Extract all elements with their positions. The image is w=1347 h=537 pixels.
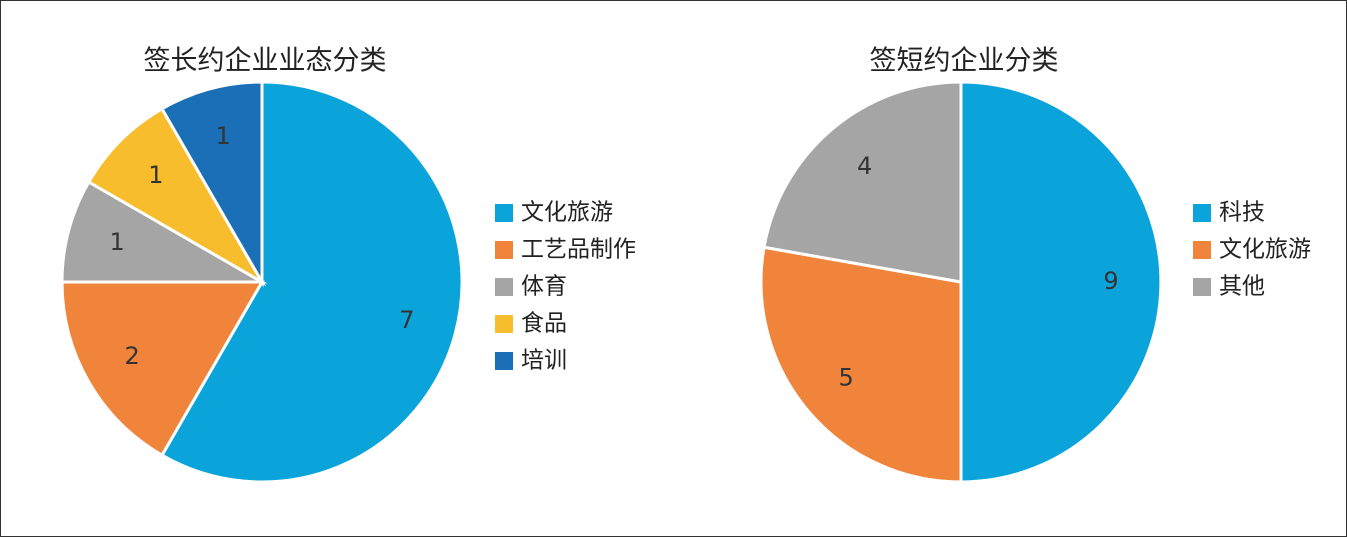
pie-slice [159, 80, 464, 484]
legend-swatch [1193, 278, 1211, 296]
value-label: 5 [838, 363, 853, 391]
value-label: 1 [109, 228, 124, 256]
legend-swatch [495, 241, 513, 259]
value-label: 2 [124, 342, 139, 370]
legend-label: 工艺品制作 [521, 237, 636, 263]
value-label: 1 [148, 161, 163, 189]
legend-swatch [495, 315, 513, 333]
legend-label: 科技 [1219, 200, 1265, 226]
legend-swatch [495, 278, 513, 296]
value-label: 4 [857, 152, 872, 180]
legend-label: 体育 [521, 274, 567, 300]
legend-label: 文化旅游 [1219, 237, 1311, 263]
pie-slice [60, 179, 268, 284]
legend-label: 培训 [521, 348, 567, 374]
pie-slice [159, 80, 264, 288]
chart-title: 签短约企业分类 [870, 46, 1059, 77]
legend-swatch [1193, 204, 1211, 222]
pie-slice [959, 80, 1163, 484]
value-label: 9 [1103, 267, 1118, 295]
legend-swatch [495, 204, 513, 222]
pie-slice [759, 245, 963, 484]
value-label: 7 [399, 306, 414, 334]
legend-swatch [495, 352, 513, 370]
legend-swatch [1193, 241, 1211, 259]
pie-slice [762, 80, 963, 284]
legend-label: 文化旅游 [521, 200, 613, 226]
legend-label: 食品 [521, 311, 567, 337]
chart-title: 签长约企业业态分类 [144, 46, 387, 77]
pie-slice [60, 280, 265, 458]
legend-label: 其他 [1219, 274, 1265, 300]
pie-slice [86, 106, 267, 287]
value-label: 1 [216, 122, 231, 150]
